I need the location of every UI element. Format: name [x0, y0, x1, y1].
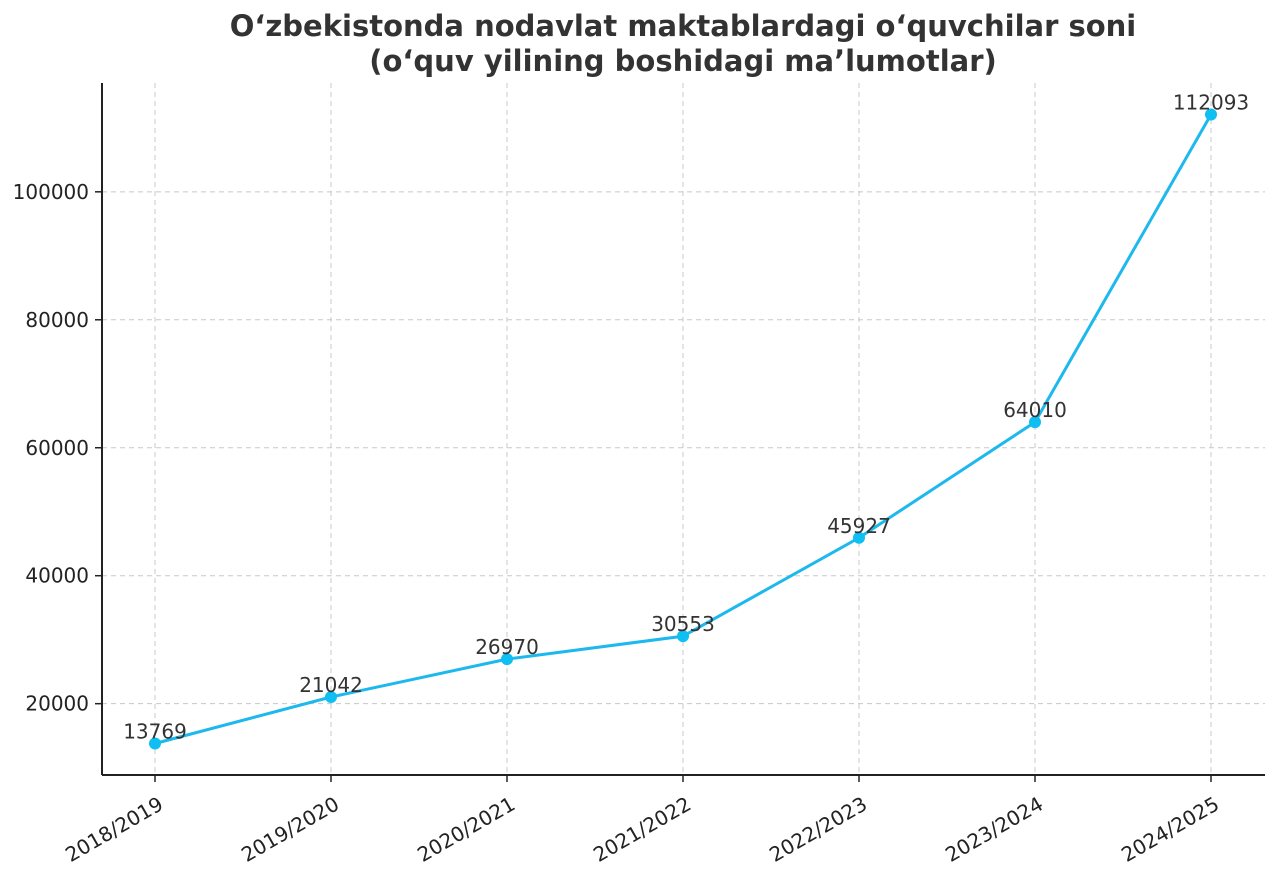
data-point: [1205, 108, 1217, 121]
y-tick-label: 20000: [25, 692, 89, 716]
x-tick-label: 2022/2023: [765, 792, 871, 867]
chart-subtitle: (o‘quv yilining boshidagi ma’lumotlar): [369, 44, 997, 78]
y-tick-label: 40000: [25, 564, 89, 588]
y-tick-label: 80000: [25, 308, 89, 332]
data-label: 30553: [651, 612, 715, 636]
x-tick-label: 2019/2020: [237, 792, 343, 867]
data-label: 21042: [299, 673, 363, 697]
x-tick-label: 2024/2025: [1117, 792, 1223, 867]
data-point: [149, 737, 161, 750]
y-tick-label: 100000: [13, 180, 89, 204]
data-point: [853, 531, 865, 544]
data-point: [677, 630, 689, 643]
x-tick-label: 2020/2021: [413, 792, 519, 867]
y-tick-label: 60000: [25, 436, 89, 460]
data-labels: 13769 21042 26970 30553 45927 64010 112093: [123, 90, 1249, 743]
series: [149, 108, 1217, 750]
x-tick-label: 2018/2019: [61, 792, 167, 867]
data-label: 26970: [475, 635, 539, 659]
data-label: 13769: [123, 720, 187, 744]
data-point: [325, 691, 337, 704]
data-label: 64010: [1003, 398, 1067, 422]
x-tick-label: 2021/2022: [589, 792, 695, 867]
data-label: 112093: [1173, 90, 1249, 114]
ticks: 2018/2019 2019/2020 2020/2021 2021/2022 2022…: [13, 180, 1223, 867]
data-point: [1029, 416, 1041, 429]
x-tick-label: 2023/2024: [941, 792, 1047, 867]
data-point: [501, 653, 513, 666]
grid: [102, 83, 1265, 775]
chart-title: O‘zbekistonda nodavlat maktablardagi o‘q…: [230, 9, 1137, 43]
data-label: 45927: [827, 514, 891, 538]
